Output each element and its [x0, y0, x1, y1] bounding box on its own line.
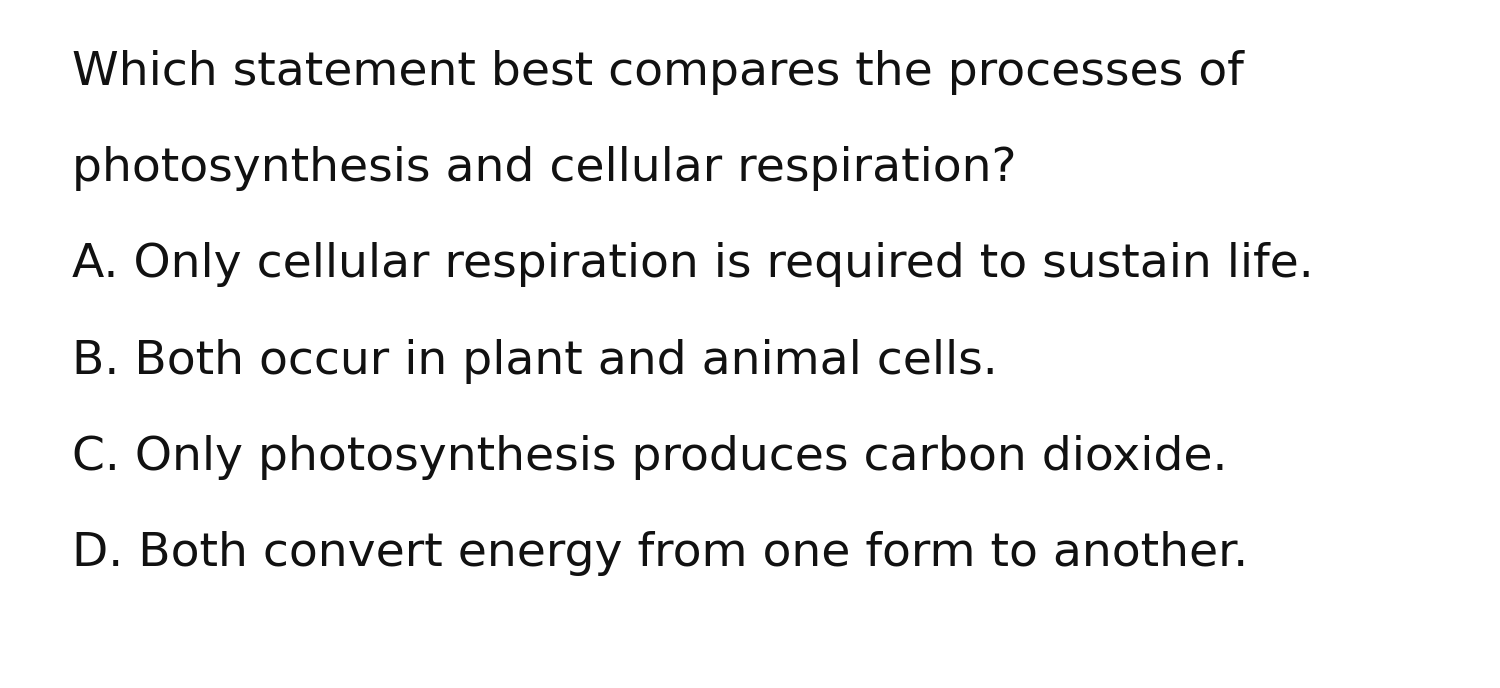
- Text: Which statement best compares the processes of: Which statement best compares the proces…: [72, 50, 1243, 95]
- Text: D. Both convert energy from one form to another.: D. Both convert energy from one form to …: [72, 531, 1248, 577]
- Text: photosynthesis and cellular respiration?: photosynthesis and cellular respiration?: [72, 146, 1017, 191]
- Text: C. Only photosynthesis produces carbon dioxide.: C. Only photosynthesis produces carbon d…: [72, 435, 1227, 480]
- Text: A. Only cellular respiration is required to sustain life.: A. Only cellular respiration is required…: [72, 242, 1314, 288]
- Text: B. Both occur in plant and animal cells.: B. Both occur in plant and animal cells.: [72, 338, 998, 384]
